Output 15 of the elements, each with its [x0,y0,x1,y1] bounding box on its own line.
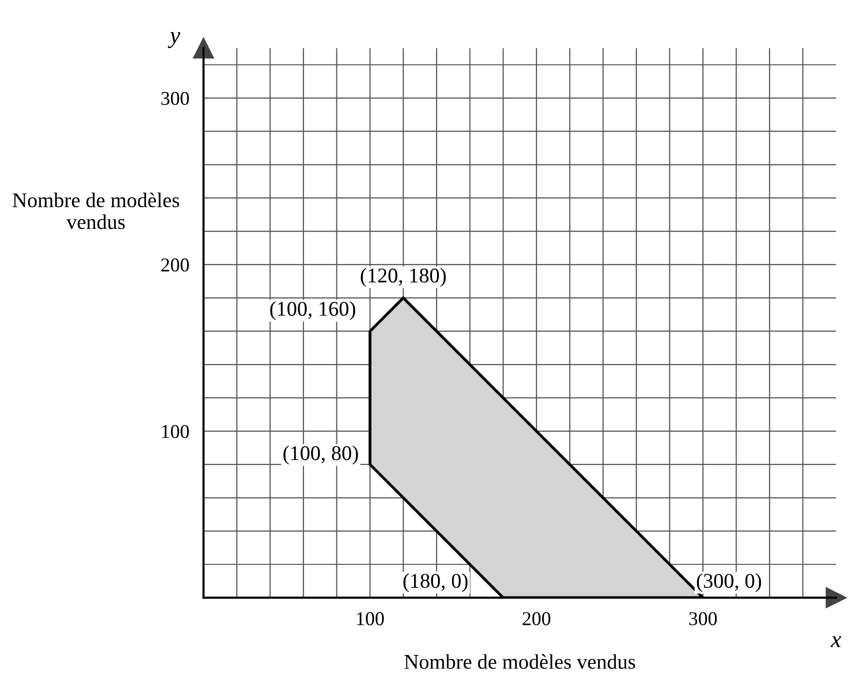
x-tick-label: 100 [357,612,384,626]
annotation: (120, 180) [360,268,446,287]
text: y [168,32,180,48]
y-tick-label: 100 [162,424,189,438]
y-axis-title: Nombre de modèles vendus [12,192,180,230]
annotation: (100, 80) [283,446,358,464]
x-axis-title: Nombre de modèles vendus [404,654,636,669]
annotation: (100, 160) [270,301,356,320]
x-tick-label: 300 [689,612,717,626]
y-tick-label: 300 [161,92,189,105]
annotation: (300, 0) [696,573,762,592]
text: x [830,636,842,648]
y-tick-label: 200 [161,258,189,272]
annotation: (180, 0) [403,573,468,592]
x-tick-label: 200 [522,612,550,626]
